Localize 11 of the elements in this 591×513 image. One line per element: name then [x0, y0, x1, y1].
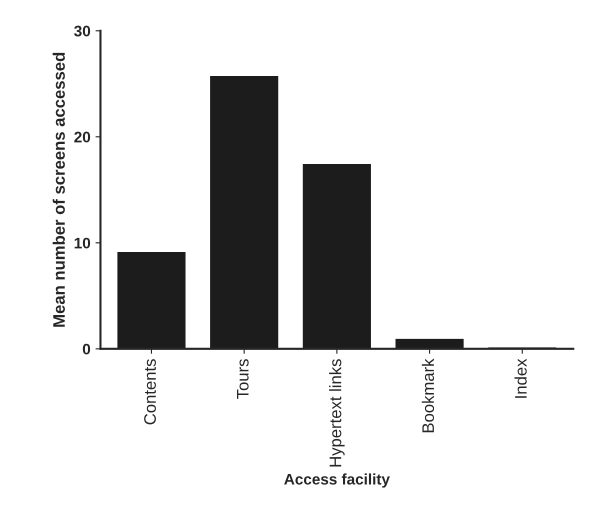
x-tick-label: Contents [144, 359, 156, 424]
y-tick-label: 20 [74, 132, 90, 142]
y-tick-label: 0 [82, 344, 90, 355]
x-tick-label: Tours [237, 359, 249, 399]
y-axis-title: Mean number of screens accessed [52, 52, 65, 327]
y-tick-label: 10 [74, 238, 90, 249]
x-tick-label: Bookmark [422, 358, 434, 432]
x-tick-label: Hypertext links [329, 359, 345, 466]
x-tick-label: Index [514, 358, 527, 398]
x-axis-title: Access facility [284, 473, 390, 488]
y-tick-label: 30 [74, 26, 90, 36]
